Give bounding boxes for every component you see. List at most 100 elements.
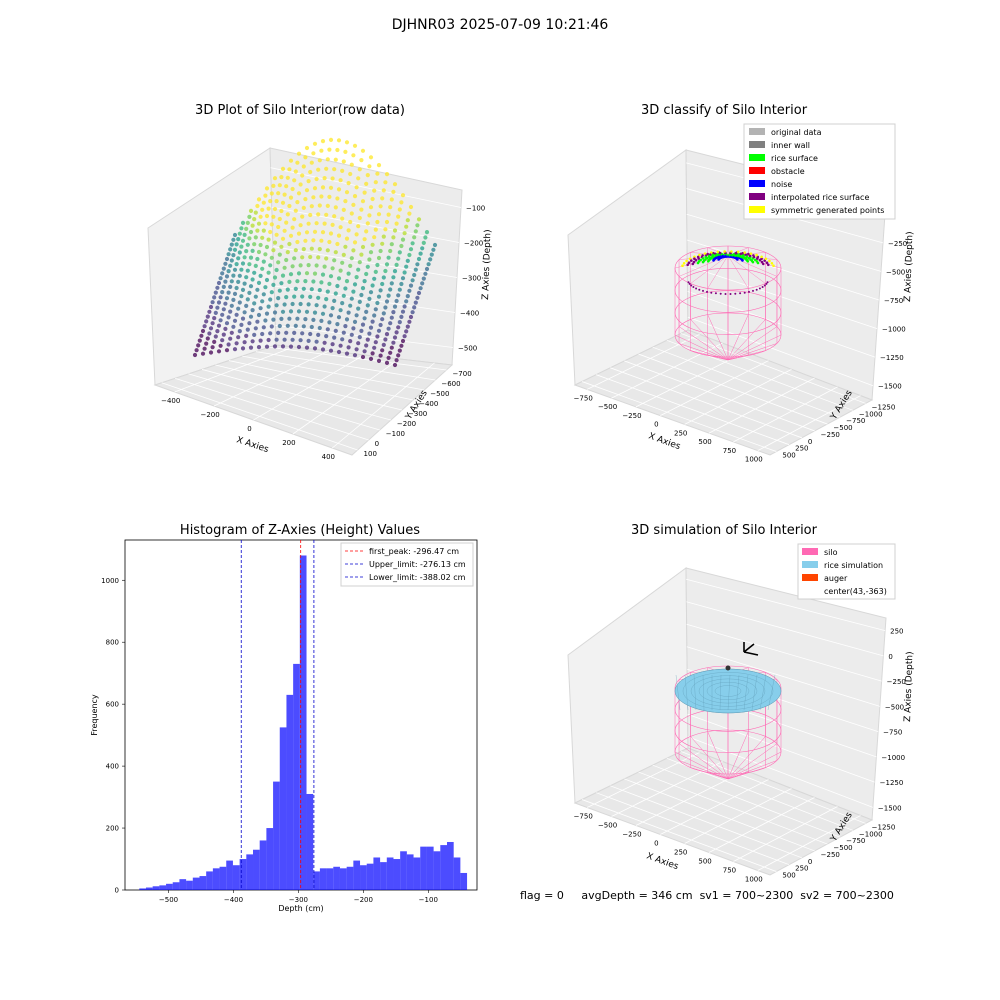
scatter-point xyxy=(232,267,238,272)
scatter-point xyxy=(415,295,420,300)
scatter-point xyxy=(396,214,401,219)
silo-cone-line xyxy=(727,326,778,361)
scatter-point xyxy=(336,138,342,143)
scatter-point xyxy=(383,268,388,274)
scatter-point xyxy=(344,351,350,356)
scatter-point xyxy=(325,289,330,294)
scatter-point xyxy=(351,153,356,158)
scatter-point xyxy=(333,205,338,210)
silo-cone-line xyxy=(678,760,729,780)
scatter-point xyxy=(224,348,230,353)
scatter-point xyxy=(301,164,306,169)
scatter-point xyxy=(237,250,242,255)
scatter-point xyxy=(277,252,282,257)
histogram-legend-label: first_peak: -296.47 cm xyxy=(369,547,459,556)
classified-point xyxy=(761,286,764,288)
scatter-point xyxy=(429,252,434,257)
legend-swatch xyxy=(749,154,765,161)
scatter-point xyxy=(378,248,383,254)
p1-grid-line xyxy=(255,351,436,381)
classified-point xyxy=(748,254,752,257)
scatter-point xyxy=(240,316,246,321)
scatter-point xyxy=(248,208,254,213)
p1-grid-line xyxy=(269,346,447,371)
scatter-point xyxy=(423,271,428,276)
scatter-point xyxy=(282,192,287,197)
scatter-point xyxy=(319,280,324,285)
scatter-point xyxy=(432,242,438,248)
silo-roof-line xyxy=(707,255,729,289)
scatter-point xyxy=(221,266,226,271)
scatter-point xyxy=(220,338,225,343)
scatter-point xyxy=(253,235,258,240)
p2-x-tick-label: −500 xyxy=(598,403,617,411)
scatter-point xyxy=(268,297,273,302)
p2-y-tick-label: 250 xyxy=(795,445,808,453)
scatter-point xyxy=(365,264,370,269)
scatter-point xyxy=(359,158,364,163)
scatter-point xyxy=(330,306,335,311)
scatter-point xyxy=(296,344,302,350)
scatter-point xyxy=(349,332,354,337)
scatter-point xyxy=(212,316,217,321)
p2-legend-label: interpolated rice surface xyxy=(771,193,869,202)
p4-grid-line xyxy=(638,771,828,845)
scatter-point xyxy=(364,229,369,234)
p2-grid-line xyxy=(581,381,777,452)
scatter-point xyxy=(240,261,246,266)
scatter-point xyxy=(394,330,399,335)
scatter-point xyxy=(261,228,266,233)
classified-point xyxy=(763,284,766,287)
histogram-bar xyxy=(306,793,314,890)
scatter-point xyxy=(380,196,385,201)
scatter-point xyxy=(388,248,393,254)
scatter-point xyxy=(272,310,278,315)
p4-x-tick-label: 1000 xyxy=(745,876,763,884)
scatter-point xyxy=(324,212,329,217)
scatter-point xyxy=(372,235,377,240)
scatter-point xyxy=(412,235,417,240)
rice-mesh-ring xyxy=(698,678,758,704)
scatter-point xyxy=(245,242,250,247)
scatter-point xyxy=(396,353,401,358)
avg-depth-text: avgDepth = 346 cm xyxy=(581,889,693,902)
scatter-point xyxy=(396,256,401,261)
classified-point xyxy=(685,259,688,263)
scatter-point xyxy=(236,306,241,311)
p4-grid-line xyxy=(610,785,803,859)
histogram-bar xyxy=(199,876,207,890)
histogram-bar xyxy=(145,887,153,890)
scatter-point xyxy=(202,324,207,329)
scatter-point xyxy=(343,149,348,154)
scatter-point xyxy=(207,331,212,336)
scatter-point xyxy=(268,229,273,235)
p2-grid-line xyxy=(610,367,803,439)
scatter-point xyxy=(410,241,415,246)
scatter-point xyxy=(402,304,407,309)
p4-grid-line xyxy=(686,578,886,632)
silo-cone-line xyxy=(674,334,729,361)
p4-rice-simulation xyxy=(674,668,782,714)
classified-point xyxy=(761,262,765,266)
histogram-bar xyxy=(226,860,233,890)
histogram-bar xyxy=(139,888,146,890)
scatter-point xyxy=(276,191,281,196)
p1-y-tick-label: −100 xyxy=(386,430,405,438)
silo-cone-line xyxy=(707,314,729,361)
scatter-point xyxy=(208,326,214,331)
scatter-point xyxy=(410,310,415,315)
scatter-point xyxy=(255,319,260,324)
scatter-point xyxy=(308,254,313,260)
scatter-point xyxy=(245,220,250,225)
scatter-point xyxy=(218,276,223,281)
scatter-point xyxy=(380,317,385,322)
classified-point xyxy=(764,257,768,261)
scatter-point xyxy=(300,294,305,299)
sv1-text: sv1 = 700~2300 xyxy=(699,889,794,902)
scatter-point xyxy=(412,272,417,278)
classified-point xyxy=(760,260,764,264)
scatter-point xyxy=(320,311,326,316)
p4-grid-line xyxy=(686,646,880,707)
scatter-point xyxy=(210,321,215,326)
classified-point xyxy=(693,255,696,259)
